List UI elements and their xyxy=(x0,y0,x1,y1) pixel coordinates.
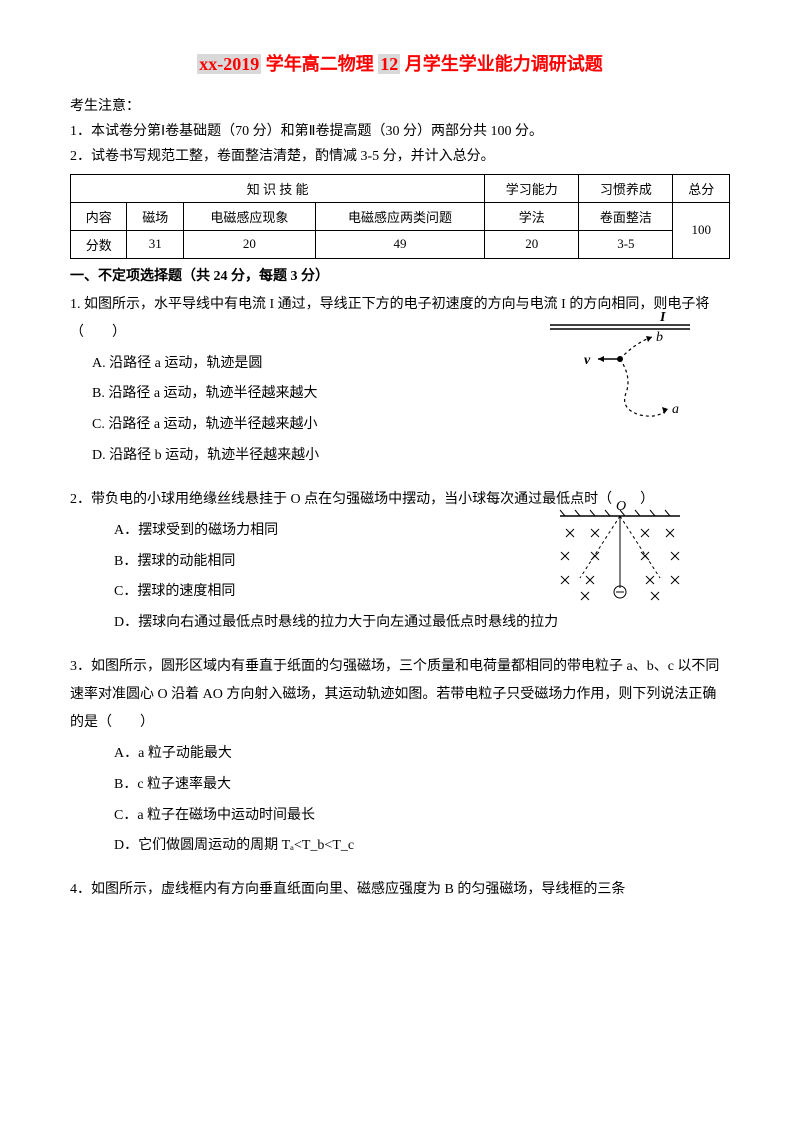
th-habit: 习惯养成 xyxy=(579,174,673,202)
q4-stem: 4．如图所示，虚线框内有方向垂直纸面向里、磁感应强度为 B 的匀强磁场，导线框的… xyxy=(70,876,730,904)
td-content-4: 学法 xyxy=(485,202,579,230)
td-content-2: 电磁感应现象 xyxy=(183,202,315,230)
th-knowledge: 知 识 技 能 xyxy=(71,174,485,202)
section-1-head: 一、不定项选择题（共 24 分，每题 3 分） xyxy=(70,265,730,285)
q1-label-a: a xyxy=(672,402,679,417)
title-tail: 月学生学业能力调研试题 xyxy=(400,54,603,74)
td-score-3: 49 xyxy=(315,230,484,258)
q1-label-v: v xyxy=(584,353,591,368)
td-content-3: 电磁感应两类问题 xyxy=(315,202,484,230)
q1-figure: I v b a xyxy=(540,311,700,431)
q3-options: A．a 粒子动能最大 B．c 粒子速率最大 C．a 粒子在磁场中运动时间最长 D… xyxy=(70,739,730,862)
question-4: 4．如图所示，虚线框内有方向垂直纸面向里、磁感应强度为 B 的匀强磁场，导线框的… xyxy=(70,876,730,904)
td-score-label: 分数 xyxy=(71,230,127,258)
table-row: 内容 磁场 电磁感应现象 电磁感应两类问题 学法 卷面整洁 100 xyxy=(71,202,730,230)
table-row: 知 识 技 能 学习能力 习惯养成 总分 xyxy=(71,174,730,202)
td-total: 100 xyxy=(673,202,730,258)
q1-label-I: I xyxy=(659,311,666,325)
q3-opt-b: B．c 粒子速率最大 xyxy=(92,770,730,801)
table-row: 分数 31 20 49 20 3-5 xyxy=(71,230,730,258)
td-score-2: 20 xyxy=(183,230,315,258)
q3-stem: 3．如图所示，圆形区域内有垂直于纸面的匀强磁场，三个质量和电荷量都相同的带电粒子… xyxy=(70,653,730,737)
q3-opt-d: D．它们做圆周运动的周期 Tₐ<T_b<T_c xyxy=(92,831,730,862)
td-score-5: 3-5 xyxy=(579,230,673,258)
q1-label-b: b xyxy=(656,330,663,345)
notice-line-2: 2．试卷书写规范工整，卷面整洁清楚，酌情减 3-5 分，并计入总分。 xyxy=(70,144,730,169)
q3-opt-c: C．a 粒子在磁场中运动时间最长 xyxy=(92,801,730,832)
th-learn: 学习能力 xyxy=(485,174,579,202)
title-hl-1: xx-2019 xyxy=(197,54,261,74)
question-3: 3．如图所示，圆形区域内有垂直于纸面的匀强磁场，三个质量和电荷量都相同的带电粒子… xyxy=(70,653,730,862)
td-content-5: 卷面整洁 xyxy=(579,202,673,230)
page-title: xx-2019 学年高二物理 12 月学生学业能力调研试题 xyxy=(70,50,730,76)
notice-line-1: 1．本试卷分第Ⅰ卷基础题（70 分）和第Ⅱ卷提高题（30 分）两部分共 100 … xyxy=(70,119,730,144)
q3-opt-a: A．a 粒子动能最大 xyxy=(92,739,730,770)
q2-opt-d: D．摆球向右通过最低点时悬线的拉力大于向左通过最低点时悬线的拉力 xyxy=(92,608,730,639)
score-table: 知 识 技 能 学习能力 习惯养成 总分 内容 磁场 电磁感应现象 电磁感应两类… xyxy=(70,174,730,259)
td-content-1: 磁场 xyxy=(127,202,183,230)
title-mid-1: 学年高二物理 xyxy=(261,54,378,74)
notice-head: 考生注意： xyxy=(70,94,730,119)
title-hl-2: 12 xyxy=(378,54,400,74)
q1-opt-d: D. 沿路径 b 运动，轨迹半径越来越小 xyxy=(70,441,730,472)
q2-diagram-icon: O xyxy=(540,498,700,608)
td-score-1: 31 xyxy=(127,230,183,258)
th-total: 总分 xyxy=(673,174,730,202)
notice-block: 考生注意： 1．本试卷分第Ⅰ卷基础题（70 分）和第Ⅱ卷提高题（30 分）两部分… xyxy=(70,94,730,170)
td-score-4: 20 xyxy=(485,230,579,258)
td-content-label: 内容 xyxy=(71,202,127,230)
q1-diagram-icon: I v b a xyxy=(540,311,700,431)
q2-figure: O xyxy=(540,498,700,608)
question-1: 1. 如图所示，水平导线中有电流 I 通过，导线正下方的电子初速度的方向与电流 … xyxy=(70,291,730,472)
question-2: 2．带负电的小球用绝缘丝线悬挂于 O 点在匀强磁场中摆动，当小球每次通过最低点时… xyxy=(70,486,730,639)
